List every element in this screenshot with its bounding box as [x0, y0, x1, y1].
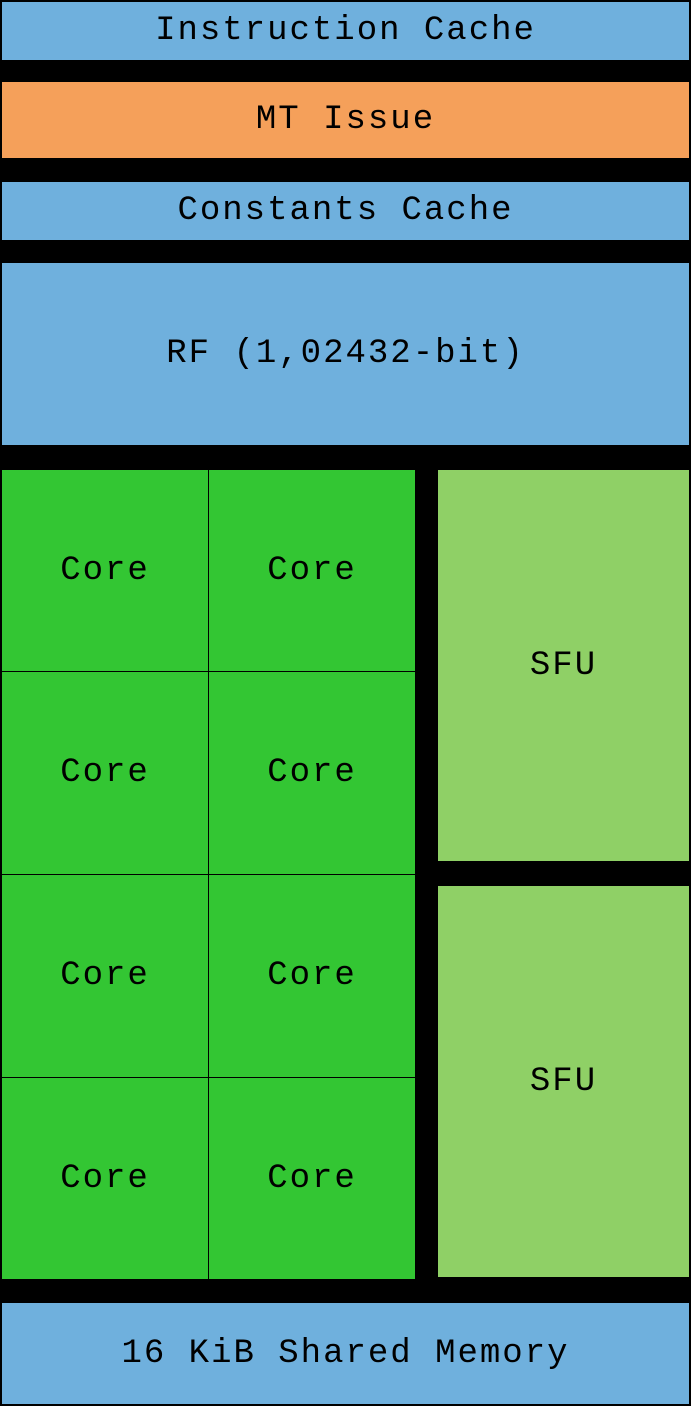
sfu-block: SFU	[438, 886, 689, 1277]
core-block: Core	[209, 1078, 415, 1279]
core-block: Core	[2, 875, 208, 1077]
core-block: Core	[2, 1078, 208, 1279]
mt-issue-block: MT Issue	[2, 82, 689, 158]
core-block: Core	[2, 470, 208, 671]
instruction-cache-block: Instruction Cache	[2, 2, 689, 60]
core-block: Core	[2, 672, 208, 874]
core-block: Core	[209, 672, 415, 874]
constants-cache-block: Constants Cache	[2, 182, 689, 240]
shared-memory-block: 16 KiB Shared Memory	[2, 1303, 689, 1404]
register-file-block: RF (1,02432-bit)	[2, 263, 689, 445]
core-grid: Core Core Core Core Core Core Core Core	[2, 470, 415, 1280]
core-block: Core	[209, 470, 415, 671]
sfu-block: SFU	[438, 470, 689, 861]
core-block: Core	[209, 875, 415, 1077]
